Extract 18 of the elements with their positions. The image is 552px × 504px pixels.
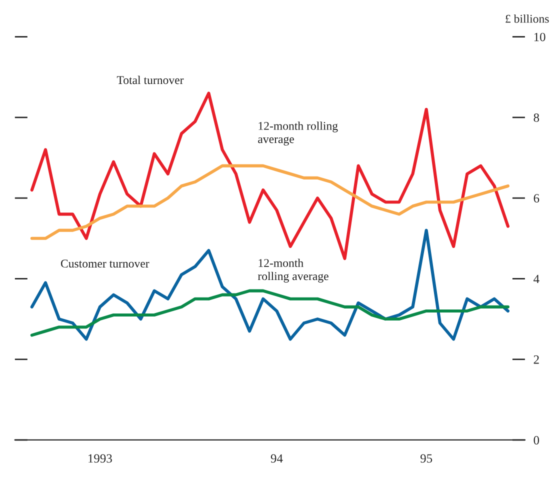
line-series <box>30 92 510 260</box>
line-series <box>30 164 510 240</box>
line-series <box>30 289 510 337</box>
y-tick-label: 0 <box>534 436 540 444</box>
y-tick-label: 4 <box>534 274 540 284</box>
series-label: Customer turnover <box>60 260 150 268</box>
series-label: 12-month rolling average <box>258 122 338 146</box>
series-label: 12-month rolling average <box>258 258 328 283</box>
y-axis-title: £ billions <box>506 14 549 23</box>
y-tick-label: 6 <box>534 194 540 203</box>
text: Total turnover <box>116 76 184 84</box>
y-tick-label: 10 <box>534 32 546 42</box>
y-tick-label: 8 <box>534 113 540 122</box>
x-tick-label: 94 <box>270 454 283 463</box>
line-series <box>30 228 510 341</box>
x-tick-label: 95 <box>420 454 432 463</box>
y-tick-label: 2 <box>534 355 539 364</box>
x-tick-label: 1993 <box>88 454 112 463</box>
